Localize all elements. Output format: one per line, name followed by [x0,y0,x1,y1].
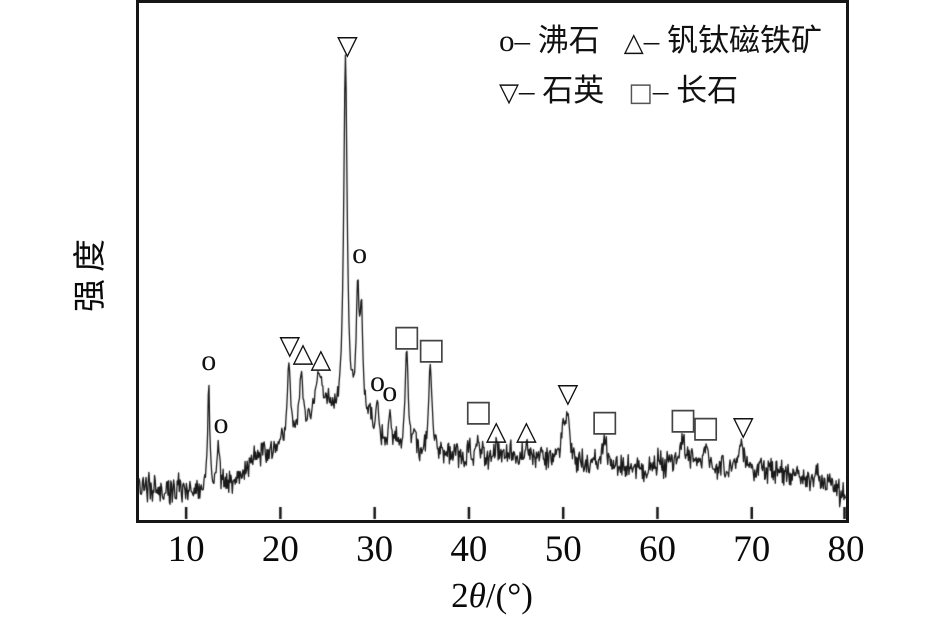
x-title-theta: θ [468,576,486,615]
x-tick-label-70: 70 [733,529,771,570]
legend-symbol-zeolite: o [499,23,515,58]
x-title-prefix: 2 [451,576,469,615]
legend-symbol-magnetite: △ [623,28,644,58]
peak-marker-feldspar: □ [691,410,720,446]
y-axis-title: 强度 [73,232,109,312]
peak-marker-magnetite: △ [485,415,507,447]
peak-marker-feldspar: □ [392,318,421,354]
x-tick-label-50: 50 [544,529,582,570]
peak-marker-feldspar: □ [417,332,446,368]
peak-marker-feldspar: □ [668,401,698,437]
peak-marker-quartz: ▽ [336,30,358,62]
legend-symbol-quartz: ▽ [499,78,519,108]
plot-area: o o o o o ▽ ▽ ▽ ▽ △ △ △ △ □ □ □ □ □ □ o– 沸石 △– 钒钛磁铁矿 ▽– 石英 □… [136,0,849,523]
x-tick-label-20: 20 [261,529,299,570]
legend-item-quartz: ▽– 石英 [499,73,605,108]
x-tick-label-10: 10 [167,529,205,570]
peak-marker-zeolite: o [369,364,385,398]
peak-marker-quartz: ▽ [557,378,579,410]
x-tick-label-80: 80 [827,529,865,570]
legend-item-feldspar: □– 长石 [628,73,739,108]
x-axis-title: 2θ/(°) [451,576,533,616]
legend-row-1: o– 沸石 △– 钒钛磁铁矿 [499,17,822,67]
x-title-suffix: /(°) [485,576,533,615]
legend-item-magnetite: △– 钒钛磁铁矿 [623,23,822,58]
legend: o– 沸石 △– 钒钛磁铁矿 ▽– 石英 □– 长石 [499,17,822,117]
peak-marker-quartz: ▽ [279,330,301,362]
x-tick-label-30: 30 [356,529,394,570]
legend-item-zeolite: o– 沸石 [499,23,600,58]
peak-markers-layer: o o o o o ▽ ▽ ▽ ▽ △ △ △ △ □ □ □ □ □ □ [139,3,846,520]
peak-marker-magnetite: △ [292,337,314,369]
xrd-trace-canvas [139,3,846,520]
peak-marker-zeolite: o [201,344,217,378]
x-tick-label-60: 60 [638,529,676,570]
peak-marker-zeolite: o [352,236,368,270]
peak-marker-magnetite: △ [516,415,537,447]
peak-marker-zeolite: o [382,374,398,408]
peak-marker-magnetite: △ [310,343,332,375]
peak-marker-quartz: ▽ [732,411,754,443]
peak-marker-zeolite: o [213,407,229,441]
legend-row-2: ▽– 石英 □– 长石 [499,67,822,117]
x-tick-label-40: 40 [450,529,488,570]
legend-symbol-feldspar: □ [628,78,653,108]
peak-marker-feldspar: □ [464,394,493,430]
peak-marker-feldspar: □ [590,403,619,439]
